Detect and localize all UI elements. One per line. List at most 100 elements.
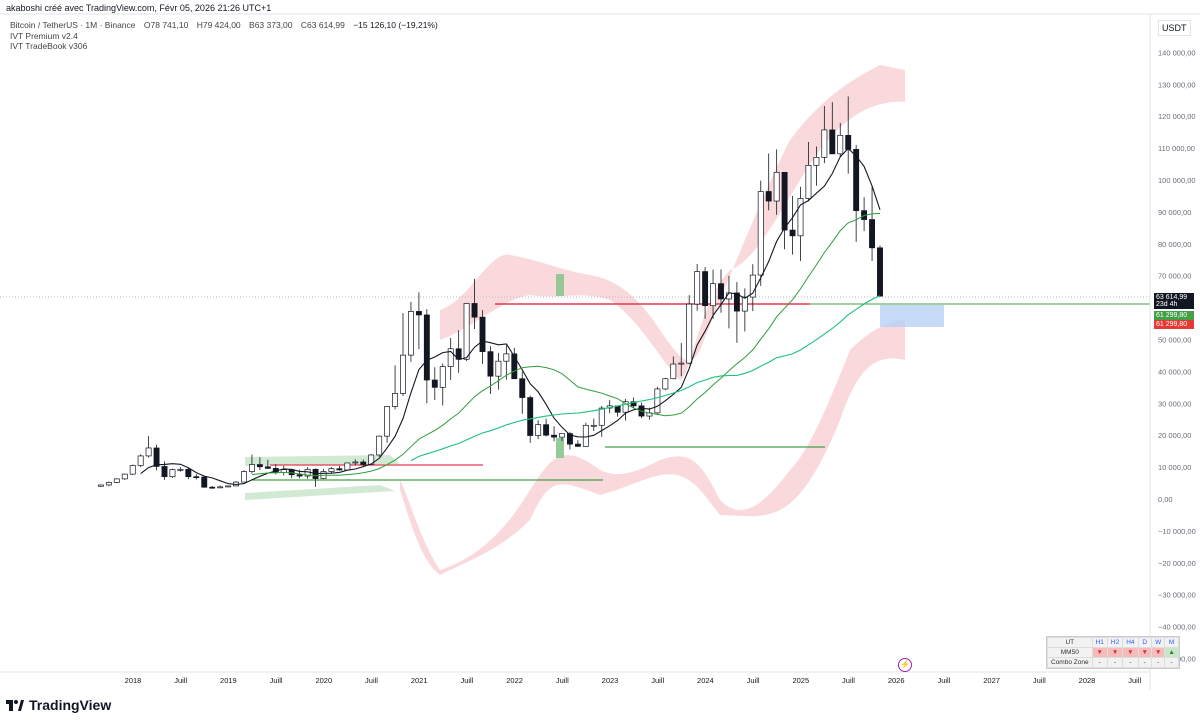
candle bbox=[392, 393, 399, 407]
symbol-name[interactable]: Bitcoin / TetherUS · 1M · Binance bbox=[10, 20, 136, 30]
green-level-tag: 61 299,80 bbox=[1154, 311, 1194, 320]
candle bbox=[439, 366, 446, 388]
candle bbox=[384, 406, 391, 437]
candle-countdown: 23d 4h bbox=[1156, 301, 1178, 308]
price-tick-label: 70 000,00 bbox=[1158, 272, 1191, 281]
lightning-icon[interactable]: ⚡ bbox=[898, 658, 912, 672]
candle bbox=[566, 433, 573, 445]
candle bbox=[559, 433, 565, 438]
table-header: D bbox=[1137, 637, 1152, 648]
candle bbox=[654, 388, 661, 414]
candle bbox=[185, 468, 192, 478]
table-header: H4 bbox=[1122, 637, 1139, 648]
price-tick-label: −10 000,00 bbox=[1158, 527, 1196, 536]
zone-cell: - bbox=[1106, 657, 1124, 668]
candle bbox=[733, 292, 740, 312]
candle bbox=[662, 378, 669, 390]
candle bbox=[328, 468, 335, 472]
trend-cell: ▼ bbox=[1137, 647, 1152, 658]
candle bbox=[177, 468, 184, 471]
time-tick-label: Juill bbox=[174, 676, 187, 685]
candle bbox=[511, 353, 518, 380]
price-tick-label: 30 000,00 bbox=[1158, 399, 1191, 408]
price-tick-label: 100 000,00 bbox=[1158, 176, 1196, 185]
low-value: B63 373,00 bbox=[249, 20, 293, 30]
candle bbox=[702, 271, 709, 307]
trend-cell: ▲ bbox=[1164, 647, 1179, 658]
table-header: H1 bbox=[1091, 637, 1108, 648]
price-tick-label: 90 000,00 bbox=[1158, 208, 1191, 217]
candle bbox=[415, 311, 422, 316]
price-tick-label: 80 000,00 bbox=[1158, 240, 1191, 249]
trend-cell: ▼ bbox=[1091, 647, 1108, 658]
candle bbox=[225, 485, 232, 488]
moving-averages bbox=[140, 147, 881, 486]
time-axis[interactable]: 2018 Juill 2019 Juill 2020 Juill 2021 Juill 2022… bbox=[125, 676, 1142, 685]
candle bbox=[821, 129, 828, 158]
candle bbox=[201, 476, 208, 488]
price-tick-label: −30 000,00 bbox=[1158, 591, 1196, 600]
candle bbox=[527, 397, 534, 436]
candle bbox=[431, 379, 438, 388]
candle bbox=[352, 461, 359, 464]
horizontal-levels bbox=[0, 296, 1150, 481]
time-tick-label: 2024 bbox=[697, 676, 714, 685]
candle bbox=[97, 484, 104, 487]
indicator-label[interactable]: IVT Premium v2.4 bbox=[10, 31, 78, 41]
candle bbox=[630, 401, 637, 407]
price-tick-label: 40 000,00 bbox=[1158, 367, 1191, 376]
candle bbox=[765, 191, 772, 202]
time-tick-label: Juill bbox=[270, 676, 283, 685]
candle bbox=[551, 434, 558, 438]
candle bbox=[757, 191, 764, 276]
candle bbox=[217, 486, 224, 489]
candle bbox=[193, 476, 200, 479]
candle bbox=[423, 314, 430, 381]
table-header: UT bbox=[1047, 637, 1093, 648]
candle bbox=[145, 447, 152, 457]
price-tick-label: 120 000,00 bbox=[1158, 112, 1196, 121]
candle bbox=[789, 229, 796, 237]
candle bbox=[360, 461, 367, 465]
candle bbox=[805, 164, 812, 199]
candle bbox=[718, 283, 724, 300]
candle bbox=[479, 316, 486, 352]
row-label: Combo Zone bbox=[1047, 657, 1093, 668]
price-tick-label: 130 000,00 bbox=[1158, 80, 1196, 89]
candle bbox=[264, 466, 271, 469]
zone-cell: - bbox=[1164, 657, 1179, 668]
chart-author-header: akaboshi créé avec TradingView.com, Févr… bbox=[6, 3, 272, 13]
tradingview-logo[interactable]: TradingView bbox=[6, 697, 111, 713]
candle bbox=[249, 464, 255, 472]
candle bbox=[574, 443, 581, 447]
candle bbox=[519, 378, 526, 398]
high-value: H79 424,00 bbox=[196, 20, 241, 30]
price-tick-label: −40 000,00 bbox=[1158, 623, 1196, 632]
candle bbox=[741, 296, 748, 312]
price-axis[interactable]: 140 000,00 130 000,00 120 000,00 110 000,00… bbox=[1158, 48, 1196, 663]
zone-marker bbox=[556, 438, 564, 458]
zone-cell: - bbox=[1137, 657, 1152, 668]
candle bbox=[686, 303, 693, 364]
indicator-label[interactable]: IVT TradeBook v306 bbox=[10, 41, 88, 51]
candle bbox=[161, 466, 168, 478]
table-row: Combo Zone - - - - - - bbox=[1047, 657, 1179, 668]
open-value: O78 741,10 bbox=[143, 20, 189, 30]
candle bbox=[113, 478, 120, 483]
target-zone bbox=[880, 305, 944, 327]
zone-marker bbox=[556, 274, 564, 296]
ma-short bbox=[140, 147, 881, 486]
candle bbox=[869, 219, 876, 249]
compression-band-bottom bbox=[245, 485, 395, 500]
currency-label[interactable]: USDT bbox=[1158, 20, 1191, 36]
candle bbox=[853, 149, 860, 211]
price-tick-label: 10 000,00 bbox=[1158, 463, 1191, 472]
trend-table: UT H1 H2 H4 D W M MM50 ▼ ▼ ▼ ▼ ▼ ▲ Combo… bbox=[1046, 636, 1180, 669]
zone-cell: - bbox=[1150, 657, 1166, 668]
candles-group bbox=[97, 96, 883, 489]
last-price-value: 63 614,99 bbox=[1156, 294, 1188, 301]
candle bbox=[503, 353, 510, 362]
time-tick-label: Juill bbox=[1128, 676, 1141, 685]
candle bbox=[137, 455, 144, 466]
